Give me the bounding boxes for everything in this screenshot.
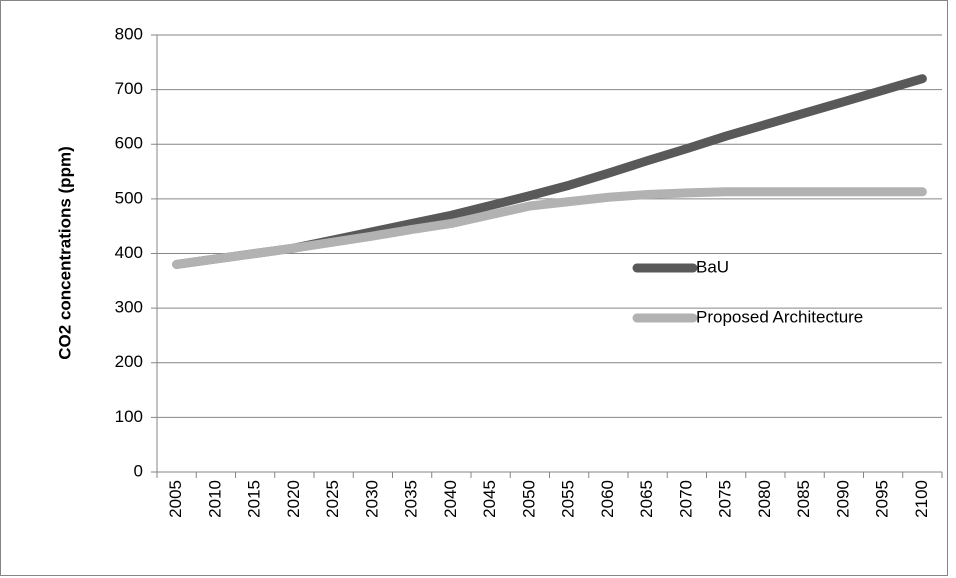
x-tick-label: 2015: [245, 480, 264, 518]
x-tick-label: 2065: [637, 480, 656, 518]
legend-label: BaU: [696, 257, 729, 276]
y-tick-label: 0: [134, 461, 143, 480]
y-tick-label: 400: [115, 243, 143, 262]
x-tick-label: 2090: [833, 480, 852, 518]
x-tick-label: 2040: [441, 480, 460, 518]
x-tick-label: 2080: [755, 480, 774, 518]
y-tick-label: 200: [115, 352, 143, 371]
x-tick-label: 2050: [519, 480, 538, 518]
x-tick-label: 2020: [284, 480, 303, 518]
series-line: [172, 187, 927, 269]
y-tick-label: 600: [115, 134, 143, 153]
x-tick-label: 2095: [873, 480, 892, 518]
x-tick-label: 2045: [480, 480, 499, 518]
y-tick-label: 300: [115, 298, 143, 317]
x-tick-label: 2060: [598, 480, 617, 518]
x-tick-label: 2030: [362, 480, 381, 518]
y-tick-label: 500: [115, 188, 143, 207]
x-tick-label: 2055: [559, 480, 578, 518]
x-tick-label: 2070: [676, 480, 695, 518]
x-tick-label: 2100: [912, 480, 931, 518]
x-tick-label: 2010: [205, 480, 224, 518]
x-tick-label: 2085: [794, 480, 813, 518]
y-tick-label: 800: [115, 24, 143, 43]
y-axis-label: CO2 concentrations (ppm): [55, 146, 74, 359]
x-tick-label: 2005: [166, 480, 185, 518]
x-tick-label: 2035: [402, 480, 421, 518]
x-tick-label: 2075: [716, 480, 735, 518]
x-tick-label: 2025: [323, 480, 342, 518]
legend-label: Proposed Architecture: [696, 307, 863, 326]
y-tick-label: 100: [115, 407, 143, 426]
y-tick-label: 700: [115, 79, 143, 98]
